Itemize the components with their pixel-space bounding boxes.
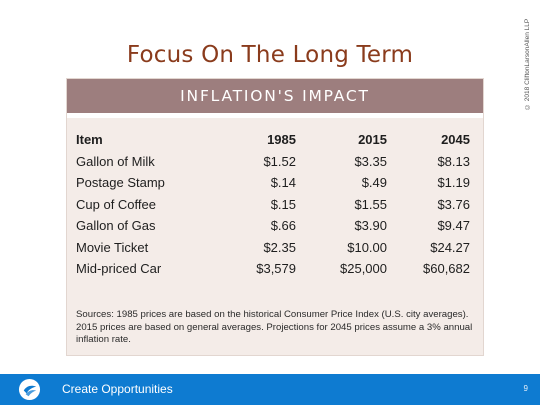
price-1985: $3,579: [256, 261, 296, 276]
table-row: Gallon of Milk $1.52 $3.35 $8.13: [76, 151, 470, 173]
sources-note: Sources: 1985 prices are based on the hi…: [76, 309, 473, 345]
price-2015: $3.35: [354, 153, 387, 169]
table-header-row: Item 1985 2015 2045: [76, 129, 470, 151]
table-row: Movie Ticket $2.35 $10.00 $24.27: [76, 237, 470, 259]
price-2045: $60,682: [423, 261, 470, 276]
table-row: Cup of Coffee $.15 $1.55 $3.76: [76, 194, 470, 216]
price-1985: $1.52: [263, 153, 296, 169]
price-2015: $1.55: [354, 196, 387, 212]
footer-tagline: Create Opportunities: [62, 382, 173, 396]
panel-header-text: INFLATION'S IMPACT: [180, 87, 370, 105]
column-header-1985: 1985: [267, 132, 296, 147]
table-row: Gallon of Gas $.66 $3.90 $9.47: [76, 215, 470, 237]
panel-header: INFLATION'S IMPACT: [67, 79, 483, 113]
item-name: Movie Ticket: [76, 239, 149, 255]
item-name: Cup of Coffee: [76, 196, 156, 212]
page-number: 9: [523, 384, 528, 393]
price-1985: $.14: [270, 175, 296, 190]
price-2045: $24.27: [430, 239, 470, 255]
item-name: Gallon of Gas: [76, 218, 156, 233]
item-name: Gallon of Milk: [76, 153, 155, 169]
price-1985: $.66: [270, 218, 296, 233]
price-2015: $25,000: [340, 261, 387, 276]
column-header-2015: 2015: [358, 132, 387, 147]
column-header-item: Item: [76, 132, 103, 147]
price-2015: $10.00: [347, 239, 387, 255]
price-2045: $8.13: [437, 153, 470, 169]
panel-divider: [67, 113, 483, 118]
copyright-notice: © 2018 CliftonLarsonAllen LLP: [524, 18, 531, 110]
inflation-panel: INFLATION'S IMPACT Item 1985 2015 2045 G…: [67, 79, 483, 355]
table-row: Postage Stamp $.14 $.49 $1.19: [76, 172, 470, 194]
footer-bar: Create Opportunities 9: [0, 374, 540, 405]
price-table: Item 1985 2015 2045 Gallon of Milk $1.52…: [76, 129, 470, 280]
column-header-2045: 2045: [441, 132, 470, 147]
price-2045: $9.47: [437, 218, 470, 233]
price-2045: $3.76: [437, 196, 470, 212]
slide-title: Focus On The Long Term: [126, 42, 414, 68]
price-1985: $2.35: [263, 239, 296, 255]
price-2015: $.49: [361, 175, 387, 190]
price-2045: $1.19: [437, 175, 470, 190]
item-name: Postage Stamp: [76, 175, 165, 190]
price-2015: $3.90: [354, 218, 387, 233]
item-name: Mid-priced Car: [76, 261, 162, 276]
table-row: Mid-priced Car $3,579 $25,000 $60,682: [76, 258, 470, 280]
cla-logo-icon: [18, 378, 41, 401]
price-1985: $.15: [270, 196, 296, 212]
